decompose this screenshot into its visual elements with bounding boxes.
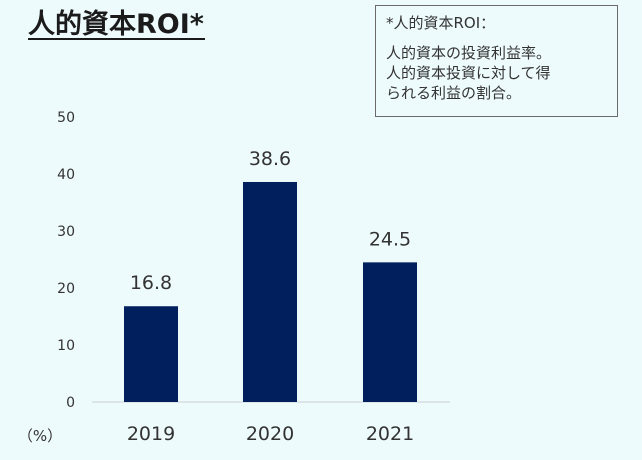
bar — [243, 181, 297, 402]
data-label: 24.5 — [369, 228, 411, 250]
y-tick-label: 10 — [57, 338, 75, 354]
y-tick-label: 20 — [57, 281, 75, 297]
y-unit-label: （%） — [18, 427, 62, 445]
y-tick-label: 40 — [57, 167, 75, 183]
note-heading: *人的資本ROI： — [386, 14, 496, 32]
y-tick-label: 30 — [57, 224, 75, 240]
x-tick-label: 2021 — [366, 423, 414, 445]
title-underline — [28, 38, 205, 40]
chart-title: 人的資本ROI* — [28, 9, 204, 40]
definition-note: *人的資本ROI： 人的資本の投資利益率。 人的資本投資に対して得 られる利益の… — [375, 5, 618, 117]
x-tick-label: 2020 — [246, 423, 294, 445]
data-label: 38.6 — [249, 148, 291, 170]
x-tick-label: 2019 — [127, 423, 175, 445]
note-line: られる利益の割合。 — [386, 84, 522, 102]
y-tick-label: 0 — [66, 395, 75, 411]
bar — [363, 262, 417, 402]
note-line: 人的資本の投資利益率。 — [386, 44, 552, 62]
y-tick-label: 50 — [57, 110, 75, 126]
data-label: 16.8 — [130, 272, 172, 294]
note-line: 人的資本投資に対して得 — [386, 64, 551, 82]
bar — [124, 306, 178, 402]
